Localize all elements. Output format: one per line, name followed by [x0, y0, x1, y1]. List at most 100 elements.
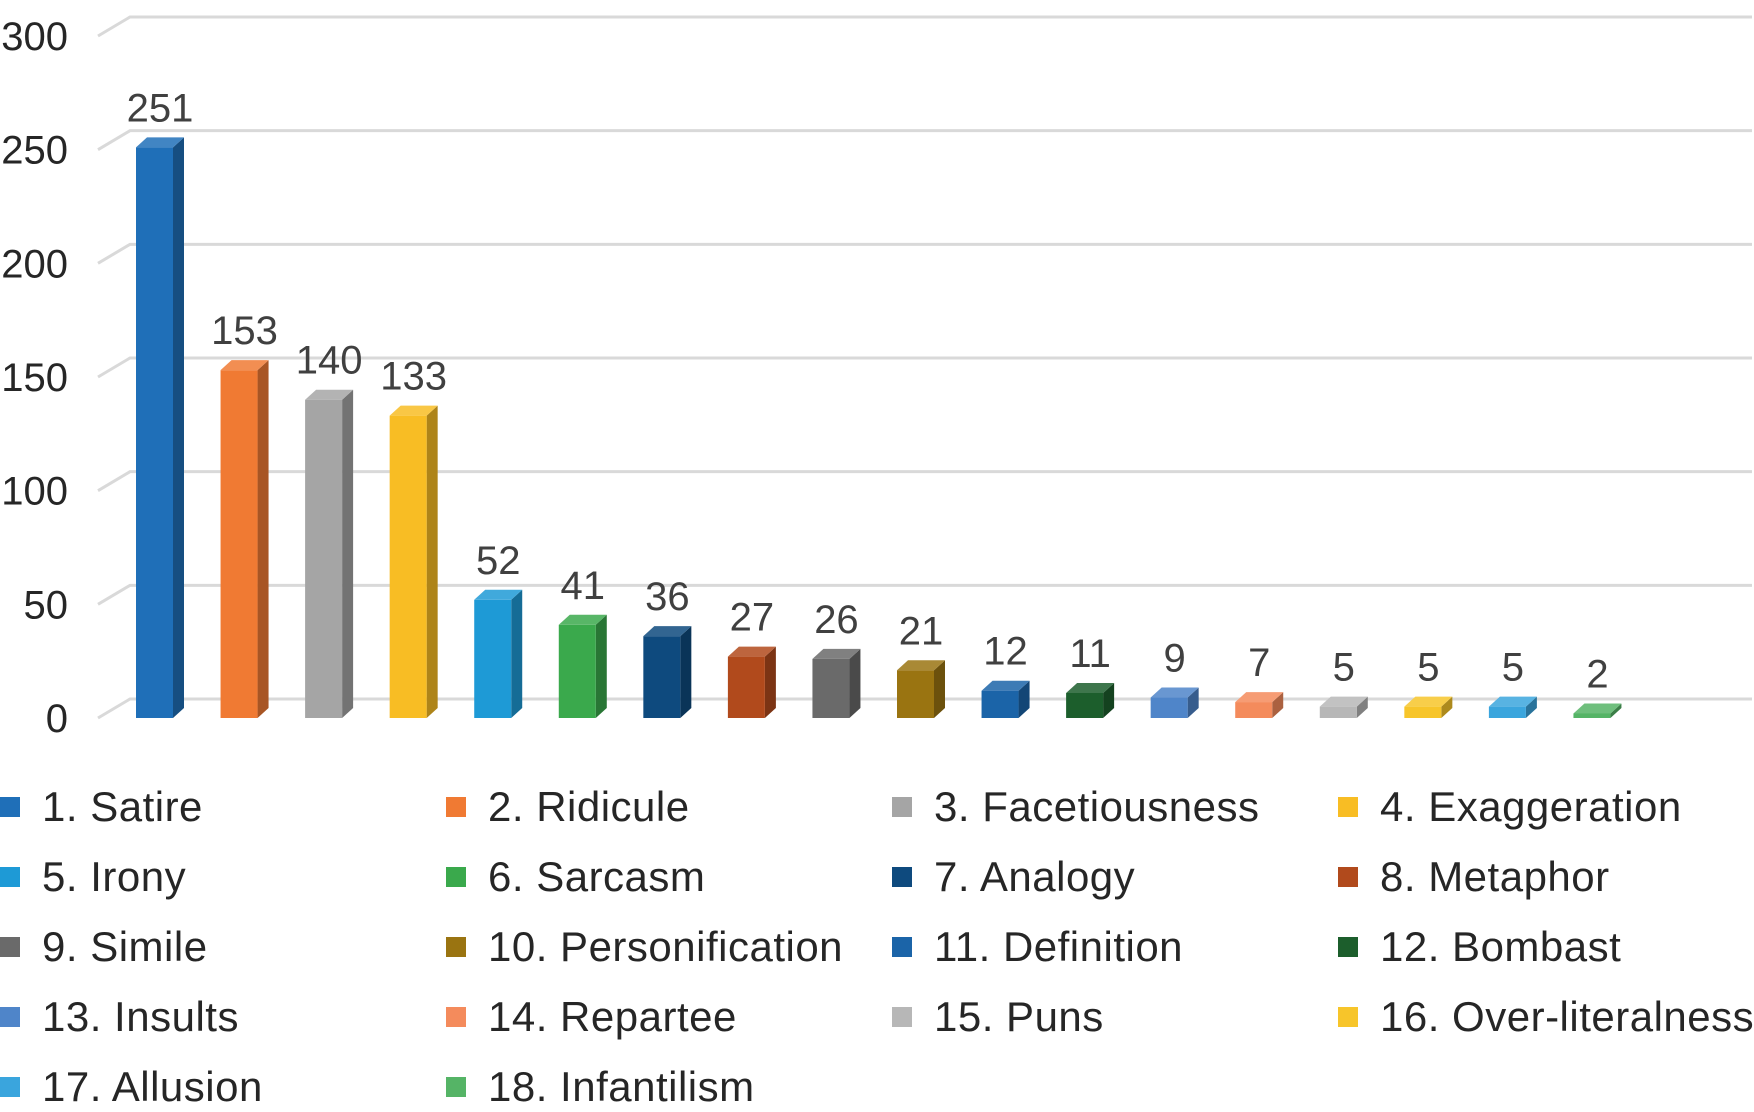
- y-tick-label: 0: [46, 697, 68, 741]
- legend-label: 16. Over-literalness: [1380, 993, 1754, 1040]
- legend-label: 6. Sarcasm: [488, 853, 706, 900]
- gridline: [97, 697, 1752, 720]
- bar-side: [1272, 692, 1284, 718]
- legend-swatch: [1338, 1007, 1358, 1027]
- bar: [1235, 692, 1284, 718]
- bar-top: [897, 660, 945, 671]
- legend-item: 16. Over-literalness: [1338, 992, 1754, 1042]
- legend-label: 14. Repartee: [488, 993, 737, 1040]
- bar-front: [1573, 713, 1611, 718]
- gridlines: [97, 15, 1752, 720]
- data-label: 133: [380, 355, 447, 399]
- legend-swatch: [446, 1007, 466, 1027]
- bar-top: [1150, 687, 1199, 698]
- bar-front: [1319, 706, 1357, 718]
- bar-front: [1404, 706, 1442, 718]
- y-tick-label: 100: [1, 470, 68, 514]
- legend-item: 1. Satire: [0, 782, 203, 832]
- bar-side: [511, 589, 523, 718]
- bar-side: [1018, 680, 1030, 718]
- bar: [643, 626, 692, 718]
- y-tick-label: 250: [1, 129, 68, 173]
- bar: [558, 614, 607, 718]
- bar-side: [426, 405, 438, 718]
- bar-side: [1610, 703, 1622, 718]
- legend-swatch: [1338, 797, 1358, 817]
- legend-label: 13. Insults: [42, 993, 239, 1040]
- bar: [305, 389, 354, 718]
- bar: [1573, 703, 1622, 718]
- bar-side: [1525, 696, 1537, 718]
- bar-front: [1066, 692, 1104, 718]
- data-label: 5: [1502, 646, 1524, 690]
- legend-swatch: [0, 867, 20, 887]
- data-label: 140: [296, 339, 363, 383]
- y-tick-label: 300: [1, 15, 68, 59]
- bar: [981, 680, 1030, 718]
- legend-label: 11. Definition: [934, 923, 1184, 970]
- bar: [1404, 696, 1453, 718]
- bar-top: [305, 389, 354, 400]
- legend-label: 15. Puns: [934, 993, 1104, 1040]
- bar-front: [1488, 706, 1526, 718]
- legend-label: 1. Satire: [42, 783, 203, 830]
- bar: [220, 360, 269, 718]
- y-tick-label: 200: [1, 242, 68, 286]
- bar-side: [1103, 682, 1115, 718]
- bar: [136, 137, 184, 719]
- bar-top: [136, 137, 184, 148]
- gridline: [97, 583, 1752, 606]
- bar-front: [812, 658, 850, 718]
- bar: [389, 405, 438, 718]
- bar-front: [558, 624, 596, 718]
- y-tick-label: 50: [24, 583, 69, 627]
- data-label: 153: [211, 309, 278, 353]
- chart-legend: 1. Satire 2. Ridicule 3. Facetiousness 4. E…: [0, 770, 1754, 1110]
- bar-front: [643, 636, 681, 718]
- bar: [1319, 696, 1368, 718]
- legend-item: 6. Sarcasm: [446, 852, 705, 902]
- data-label: 11: [1069, 632, 1111, 676]
- bar-front: [727, 656, 765, 718]
- legend-label: 7. Analogy: [934, 853, 1136, 900]
- legend-swatch: [0, 937, 20, 957]
- bar-side: [680, 626, 692, 718]
- legend-swatch: [892, 867, 912, 887]
- bar-side: [1187, 687, 1199, 718]
- legend-swatch: [0, 797, 20, 817]
- legend-item: 4. Exaggeration: [1338, 782, 1682, 832]
- legend-item: 7. Analogy: [892, 852, 1135, 902]
- bar-front: [220, 370, 258, 718]
- gridline: [97, 15, 1752, 38]
- legend-swatch: [0, 1077, 20, 1097]
- bar-top: [1066, 682, 1115, 693]
- legend-label: 9. Simile: [42, 923, 208, 970]
- legend-item: 11. Definition: [892, 922, 1183, 972]
- legend-label: 18. Infantilism: [488, 1063, 755, 1110]
- bar-top: [389, 405, 438, 416]
- bar-top: [474, 589, 523, 600]
- bar-front: [897, 670, 934, 718]
- bar: [1488, 696, 1537, 718]
- gridline: [97, 356, 1752, 379]
- bar-side: [173, 137, 184, 719]
- legend-label: 4. Exaggeration: [1380, 783, 1682, 830]
- bar-side: [595, 614, 607, 718]
- bar-top: [812, 648, 861, 659]
- legend-label: 17. Allusion: [42, 1063, 263, 1110]
- legend-item: 15. Puns: [892, 992, 1104, 1042]
- bar-side: [257, 360, 269, 718]
- bar-side: [1356, 696, 1368, 718]
- legend-item: 14. Repartee: [446, 992, 737, 1042]
- bar-top: [1488, 696, 1537, 707]
- legend-label: 3. Facetiousness: [934, 783, 1260, 830]
- data-label: 2: [1586, 652, 1608, 696]
- legend-item: 5. Irony: [0, 852, 186, 902]
- bar-side: [764, 646, 776, 718]
- legend-swatch: [446, 797, 466, 817]
- bar-top: [558, 614, 607, 625]
- legend-item: 8. Metaphor: [1338, 852, 1610, 902]
- bar-front: [1150, 697, 1188, 718]
- bar-side: [849, 648, 861, 718]
- data-label: 27: [730, 596, 775, 640]
